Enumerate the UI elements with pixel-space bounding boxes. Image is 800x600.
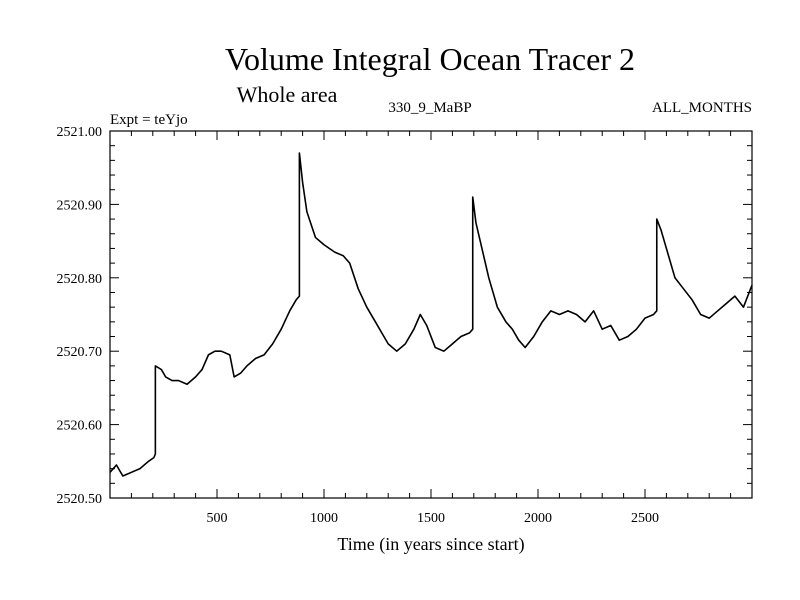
months-annotation: ALL_MONTHS <box>652 100 752 116</box>
y-tick-label: 2520.60 <box>57 419 103 434</box>
x-axis-label: Time (in years since start) <box>337 534 524 555</box>
x-tick-label: 1500 <box>417 511 445 526</box>
chart-title: Volume Integral Ocean Tracer 2 <box>225 41 635 77</box>
chart-subtitle: Whole area <box>237 82 338 107</box>
y-tick-label: 2520.90 <box>57 198 103 213</box>
experiment-annotation: Expt = teYjo <box>110 112 188 128</box>
tick-labels: 500 1000 1500 2000 2500 2520.50 2520.60 2520.70… <box>57 125 660 526</box>
plot-frame <box>109 130 753 499</box>
run-annotation: 330_9_MaBP <box>388 100 471 116</box>
x-tick-label: 2500 <box>631 511 659 526</box>
series-line <box>109 152 753 477</box>
x-tick-label: 500 <box>207 511 228 526</box>
axis-ticks <box>110 130 752 499</box>
y-tick-label: 2520.70 <box>57 345 103 360</box>
y-tick-label: 2521.00 <box>57 125 103 140</box>
series-layer <box>109 152 753 477</box>
y-tick-label: 2520.50 <box>57 492 103 507</box>
x-tick-label: 1000 <box>310 511 338 526</box>
x-tick-label: 2000 <box>524 511 552 526</box>
y-tick-label: 2520.80 <box>57 272 103 287</box>
